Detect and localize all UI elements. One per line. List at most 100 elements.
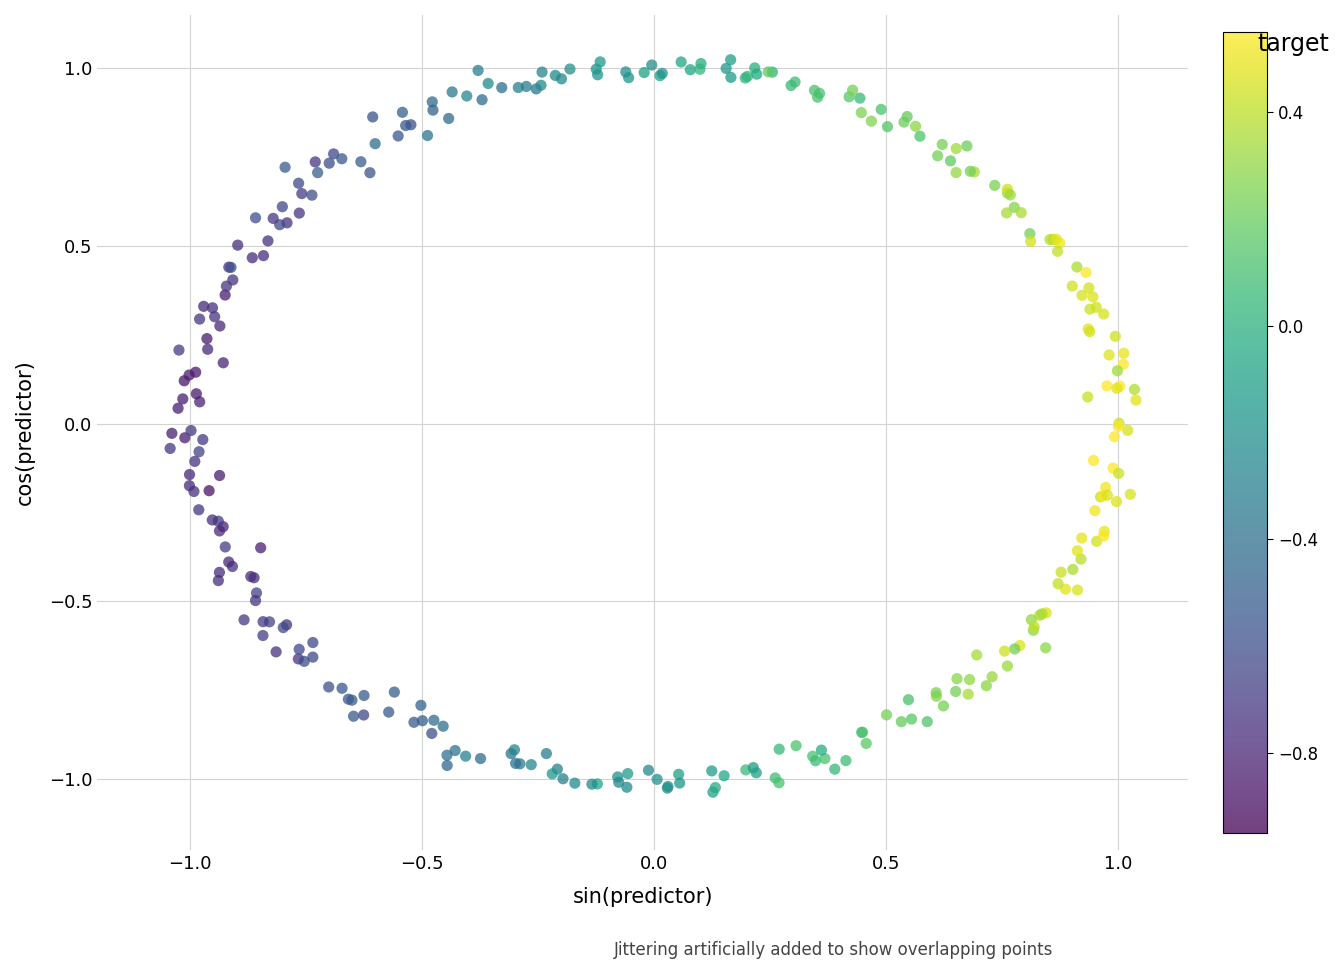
Point xyxy=(504,742,526,757)
Point xyxy=(802,749,824,764)
Point xyxy=(1102,461,1124,476)
Point xyxy=(839,89,860,105)
Point xyxy=(785,74,806,89)
Point xyxy=(387,129,409,144)
Point xyxy=(758,64,780,80)
Point xyxy=(876,708,898,723)
Point xyxy=(714,768,735,783)
Y-axis label: target: target xyxy=(1257,33,1329,57)
Point xyxy=(1020,612,1042,628)
Point xyxy=(1009,637,1031,653)
Point xyxy=(378,705,399,720)
Point xyxy=(894,114,915,130)
Point xyxy=(745,60,766,76)
Point xyxy=(671,55,692,70)
Point xyxy=(1047,244,1068,259)
Point xyxy=(669,776,691,791)
Point xyxy=(505,756,527,771)
Point xyxy=(810,742,832,757)
Point xyxy=(289,205,310,221)
Point xyxy=(500,746,521,761)
Point xyxy=(1105,328,1126,344)
Point xyxy=(185,365,207,380)
Point xyxy=(183,484,204,499)
Point xyxy=(411,713,433,729)
Point xyxy=(302,635,324,650)
Point xyxy=(245,210,266,226)
Point xyxy=(1086,534,1107,549)
Point xyxy=(657,779,679,794)
Point xyxy=(1071,288,1093,303)
Point xyxy=(292,186,313,202)
Point xyxy=(212,519,234,535)
Point xyxy=(353,708,375,723)
Point xyxy=(946,671,968,686)
Point xyxy=(445,743,466,758)
Point xyxy=(319,156,340,171)
Y-axis label: cos(predictor): cos(predictor) xyxy=(15,360,35,505)
Point xyxy=(646,772,668,787)
Point xyxy=(607,775,629,790)
Point xyxy=(898,692,919,708)
Point xyxy=(470,751,492,766)
Point xyxy=(1023,623,1044,638)
Point xyxy=(680,62,702,78)
Point xyxy=(1047,576,1068,591)
Point xyxy=(160,441,181,456)
Point xyxy=(276,617,297,633)
Point xyxy=(207,514,228,529)
Point xyxy=(259,614,281,630)
Point xyxy=(1078,322,1099,337)
Point xyxy=(441,84,462,100)
Point xyxy=(215,540,237,555)
Point xyxy=(1120,487,1141,502)
Point xyxy=(1051,564,1073,580)
Point xyxy=(337,691,359,707)
Point xyxy=(720,52,742,67)
Point xyxy=(652,65,673,81)
Point xyxy=(649,68,671,84)
Point xyxy=(422,103,444,118)
Point xyxy=(1109,378,1130,394)
Point xyxy=(1046,231,1067,247)
Point xyxy=(1075,265,1097,280)
Point xyxy=(835,753,856,768)
Point xyxy=(860,113,882,129)
Point xyxy=(735,70,757,85)
Point xyxy=(638,762,660,778)
Point xyxy=(202,513,223,528)
Point xyxy=(1109,416,1130,431)
Point xyxy=(273,620,294,636)
Point xyxy=(438,110,460,126)
Point xyxy=(1106,381,1128,396)
Point xyxy=(196,331,218,347)
Point xyxy=(824,761,845,777)
Point xyxy=(851,105,872,120)
Point xyxy=(222,273,243,288)
Point xyxy=(395,118,417,133)
Point xyxy=(1079,301,1101,317)
Point xyxy=(437,757,458,773)
Point xyxy=(531,78,552,93)
Point xyxy=(945,141,966,156)
Point xyxy=(1106,494,1128,510)
Point xyxy=(542,766,563,781)
Point xyxy=(1097,378,1118,394)
Point xyxy=(927,148,949,163)
Point xyxy=(871,102,892,117)
Point xyxy=(410,698,431,713)
Point xyxy=(559,61,581,77)
Point xyxy=(917,714,938,730)
Point xyxy=(668,767,689,782)
Point xyxy=(742,760,763,776)
Point xyxy=(241,569,262,585)
Point xyxy=(765,770,786,785)
Point xyxy=(997,659,1019,674)
Point xyxy=(509,756,531,772)
Point xyxy=(349,154,371,169)
Point xyxy=(242,251,263,266)
Point xyxy=(215,287,237,302)
Point xyxy=(564,776,586,791)
Text: Jittering artificially added to show overlapping points: Jittering artificially added to show ove… xyxy=(614,941,1052,959)
Point xyxy=(477,76,499,91)
